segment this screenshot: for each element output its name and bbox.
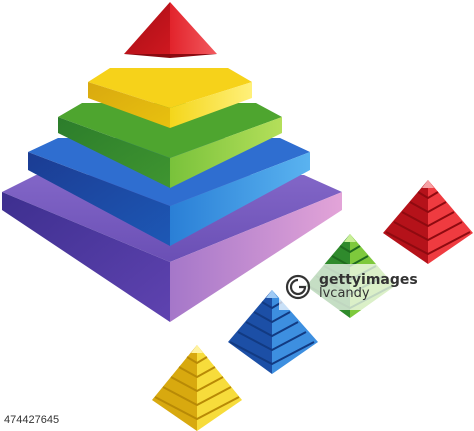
getty-watermark: gettyimages lvcandy (279, 264, 474, 310)
watermark-brand: gettyimages (319, 272, 418, 288)
pyramid-layer-green (58, 103, 282, 188)
image-id-label: 474427645 (4, 414, 60, 426)
large-pyramid (2, 2, 342, 322)
small-pyramid-yellow (152, 345, 242, 431)
small-pyramid-blue (228, 290, 318, 374)
watermark-credit: lvcandy (319, 286, 370, 301)
small-pyramid-red (383, 180, 473, 264)
pyramid-layer-red (124, 2, 217, 58)
pyramid-layer-yellow (88, 68, 252, 128)
getty-logo-icon (285, 274, 311, 300)
